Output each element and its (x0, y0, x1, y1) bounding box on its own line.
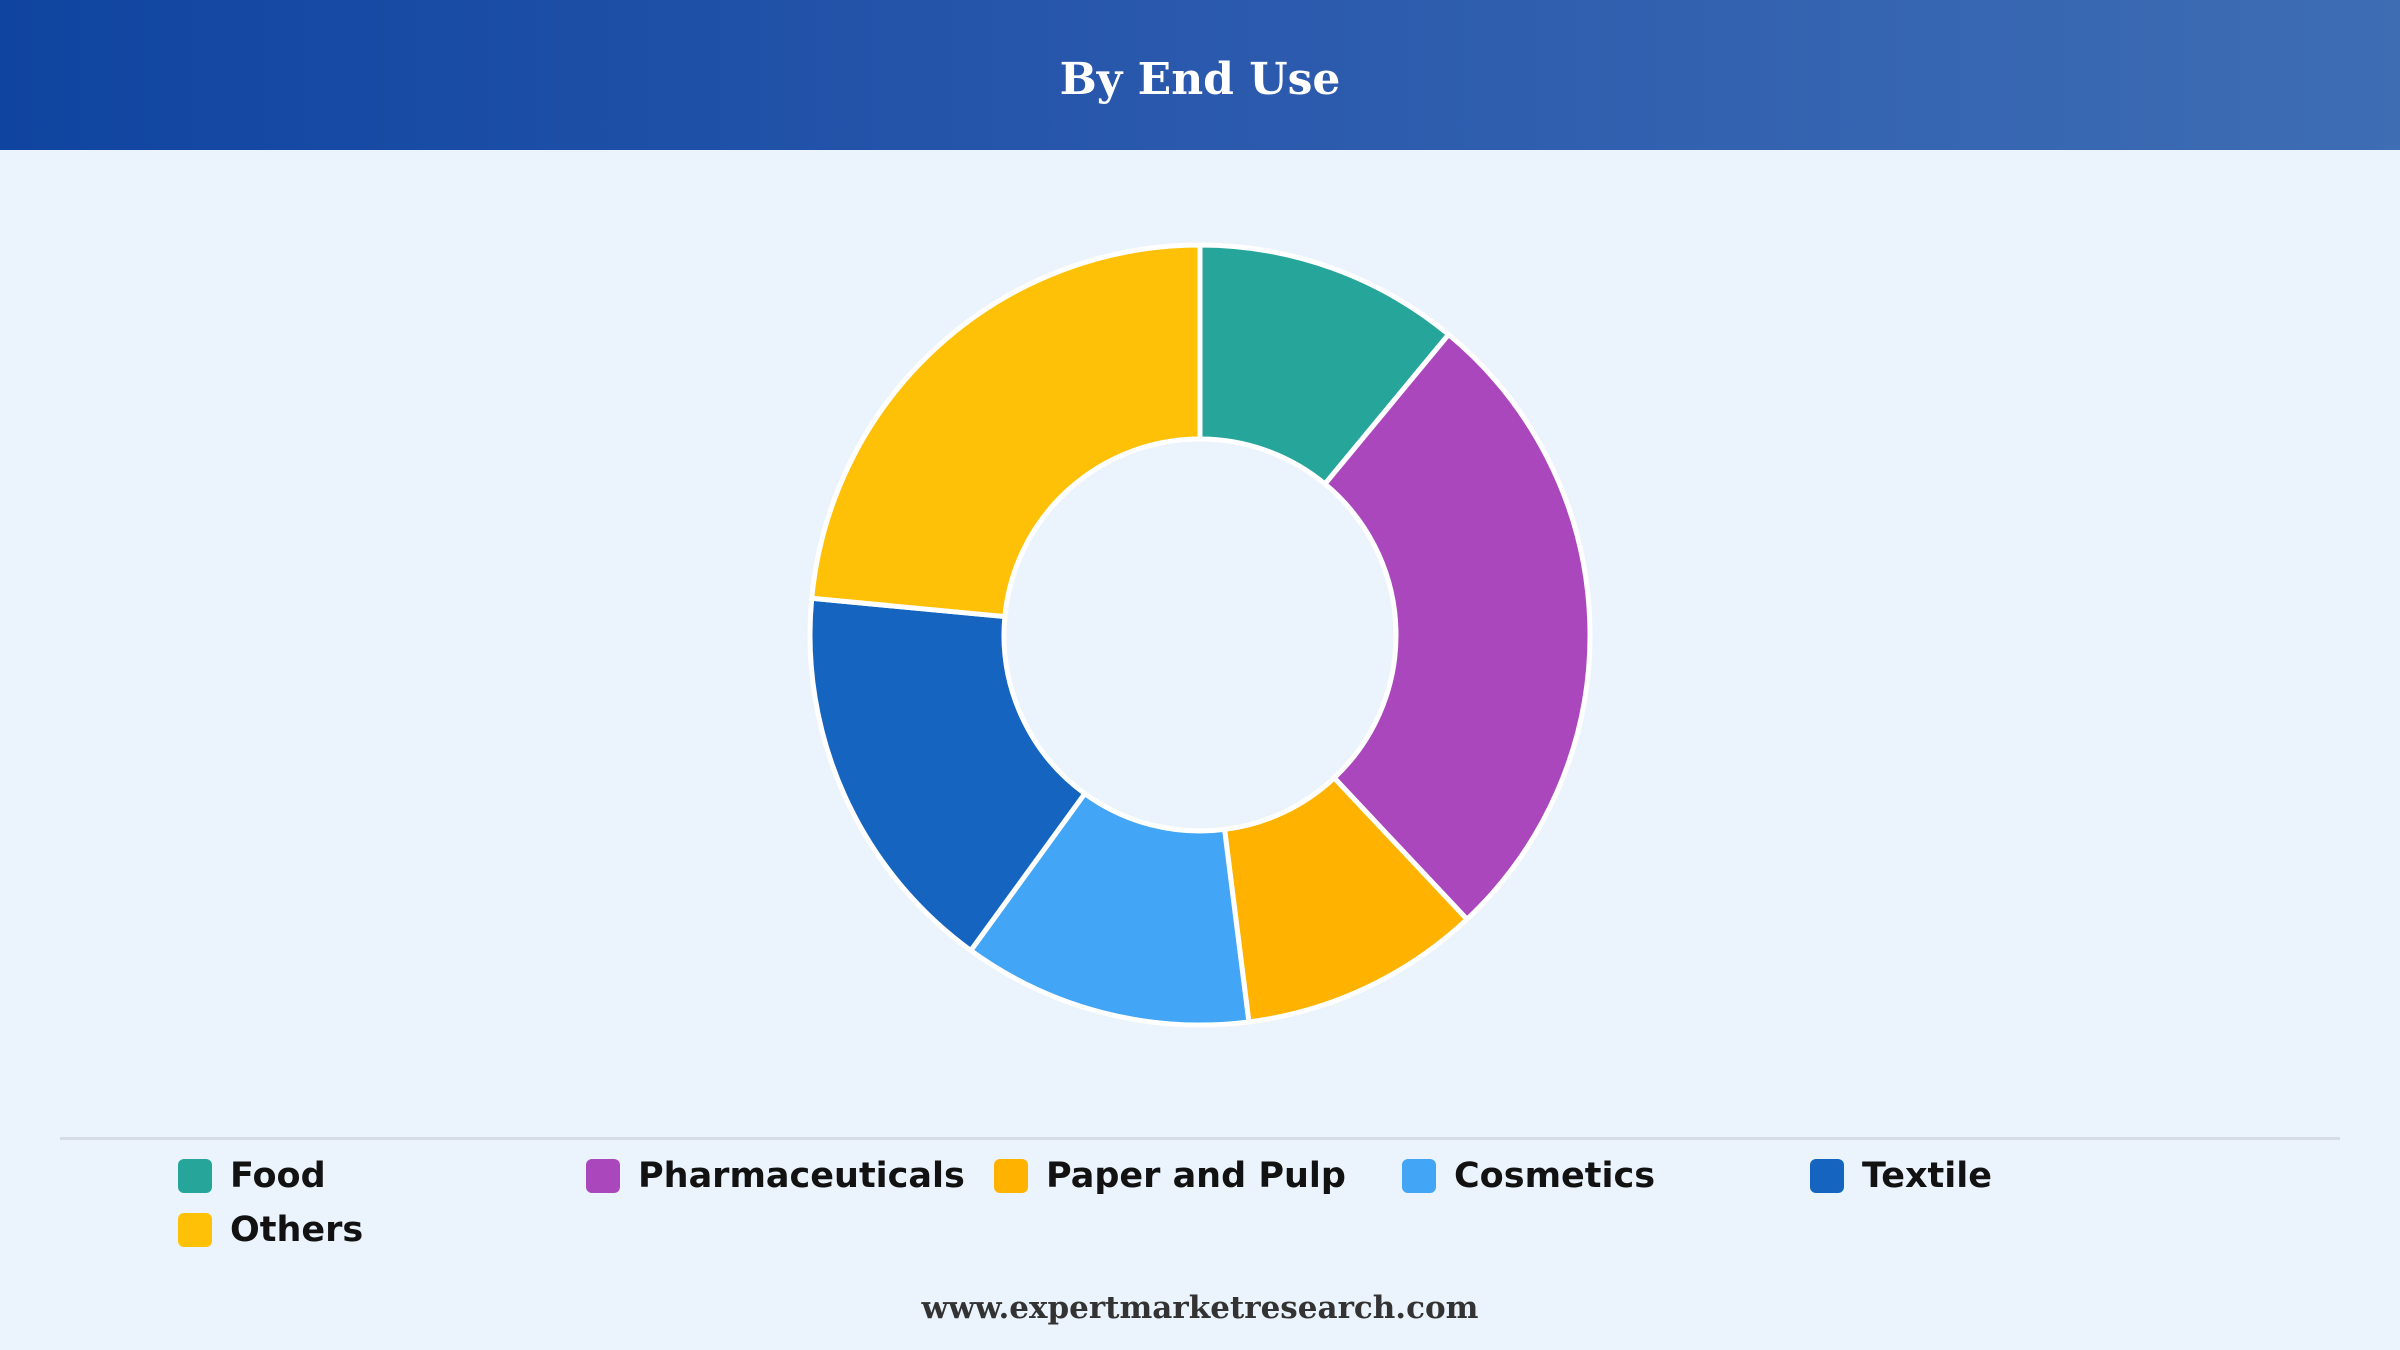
legend-swatch-others (178, 1213, 212, 1247)
header-banner: By End Use (0, 0, 2400, 150)
legend-label-pharmaceuticals: Pharmaceuticals (638, 1156, 965, 1196)
source-url[interactable]: www.expertmarketresearch.com (921, 1290, 1479, 1326)
slice-pharmaceuticals[interactable] (1322, 332, 1593, 922)
legend-label-cosmetics: Cosmetics (1454, 1156, 1656, 1196)
donut-chart (807, 242, 1593, 1028)
legend: Food Pharmaceuticals Paper and Pulp Cosm… (178, 1150, 2278, 1270)
chart-title: By End Use (1059, 54, 1341, 105)
legend-label-food: Food (230, 1156, 326, 1196)
legend-swatch-paper-and-pulp (994, 1159, 1028, 1193)
legend-label-paper-and-pulp: Paper and Pulp (1046, 1156, 1346, 1196)
legend-item-pharmaceuticals[interactable]: Pharmaceuticals (586, 1150, 965, 1202)
legend-swatch-textile (1810, 1159, 1844, 1193)
legend-label-textile: Textile (1862, 1156, 1993, 1196)
slice-others[interactable] (809, 242, 1203, 620)
legend-swatch-food (178, 1159, 212, 1193)
legend-label-others: Others (230, 1210, 364, 1250)
legend-divider (60, 1137, 2340, 1140)
slice-textile[interactable] (807, 595, 1088, 954)
legend-item-cosmetics[interactable]: Cosmetics (1402, 1150, 1655, 1202)
slice-cosmetics[interactable] (968, 791, 1252, 1028)
slice-food[interactable] (1197, 242, 1452, 487)
legend-swatch-pharmaceuticals (586, 1159, 620, 1193)
legend-swatch-cosmetics (1402, 1159, 1436, 1193)
legend-item-food[interactable]: Food (178, 1150, 326, 1202)
legend-item-paper-and-pulp[interactable]: Paper and Pulp (994, 1150, 1346, 1202)
legend-item-textile[interactable]: Textile (1810, 1150, 1992, 1202)
legend-item-others[interactable]: Others (178, 1204, 363, 1256)
